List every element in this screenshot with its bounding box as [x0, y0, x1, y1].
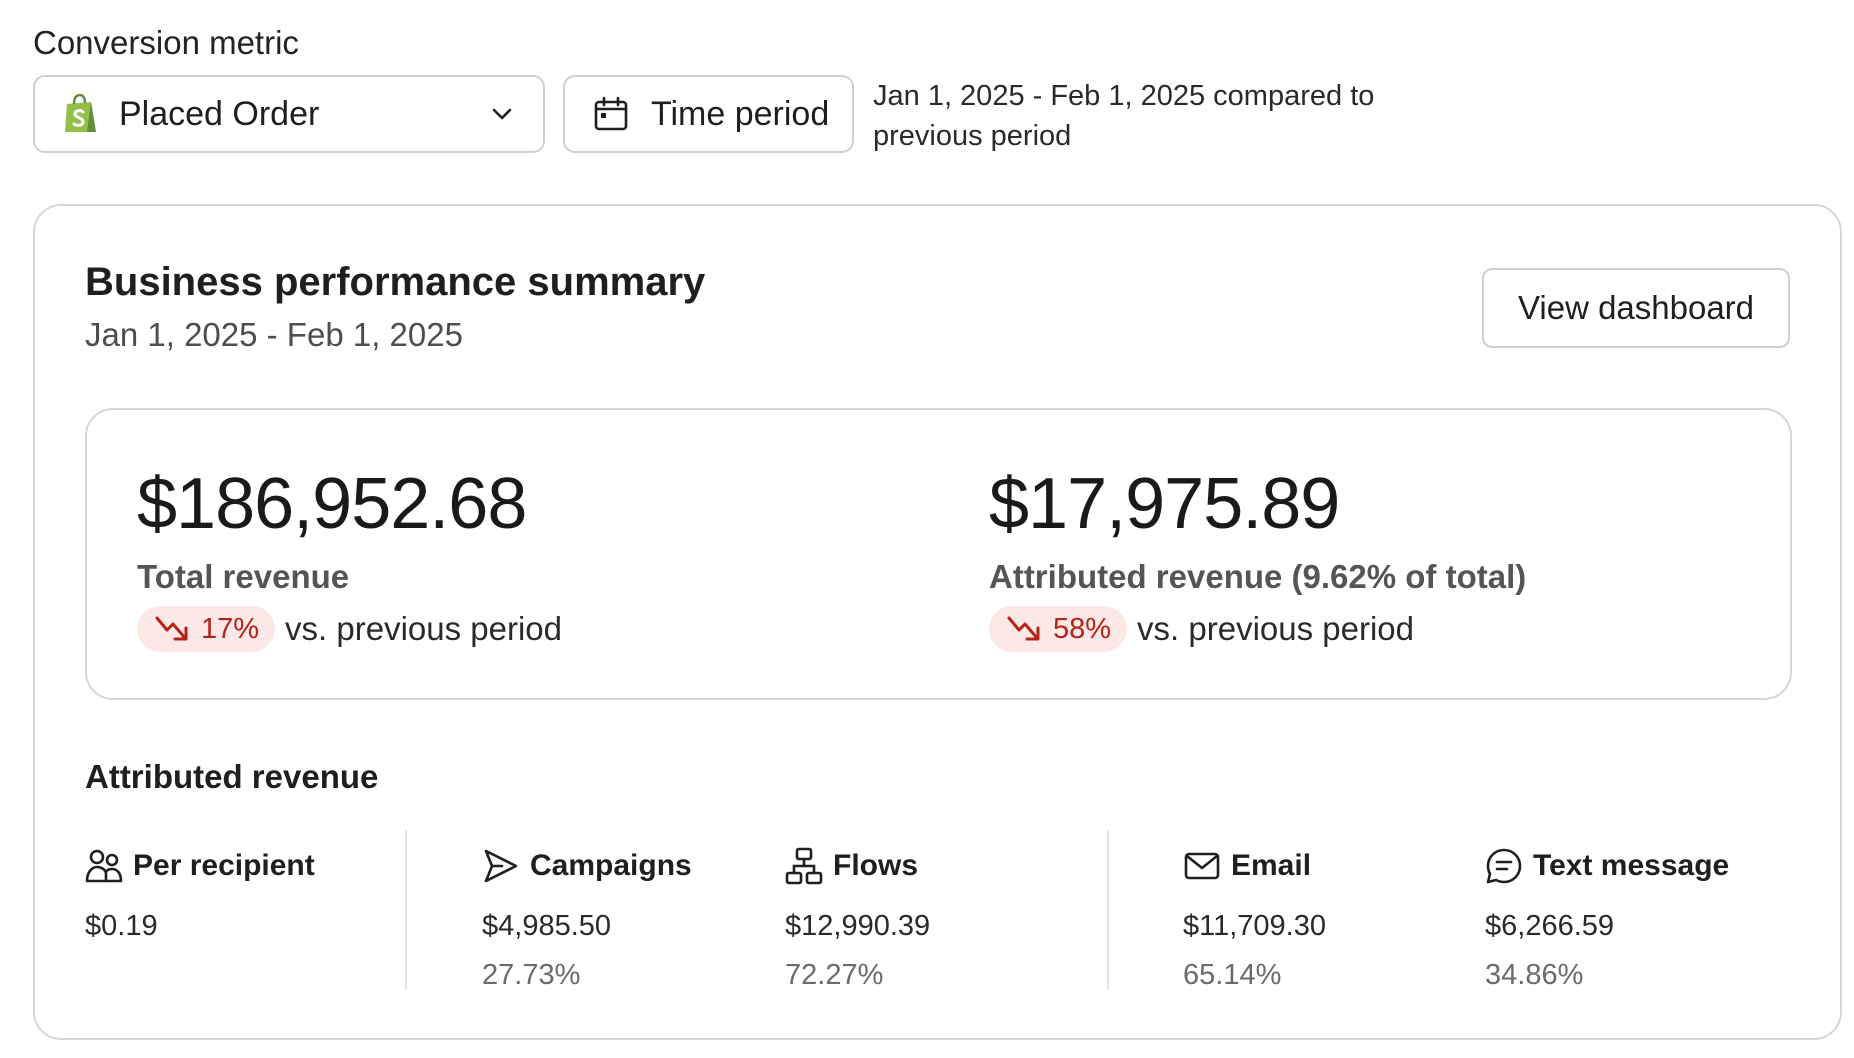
- change-value: 17%: [201, 612, 260, 645]
- people-icon: [85, 847, 123, 885]
- vs-previous-text: vs. previous period: [1137, 610, 1415, 647]
- change-badge: 17%: [137, 606, 276, 652]
- metric-value: $11,709.30: [1183, 910, 1326, 942]
- metric-value: $4,985.50: [482, 910, 612, 942]
- total-revenue-label: Total revenue: [137, 558, 350, 595]
- metric-label: Flows: [833, 849, 919, 882]
- metric-percent: 34.86%: [1485, 959, 1584, 991]
- metric-flows: Flows $12,990.39 72.27%: [785, 846, 930, 992]
- change-badge: 58%: [989, 606, 1128, 652]
- metric-label: Campaigns: [530, 849, 692, 882]
- time-period-label: Time period: [651, 94, 830, 133]
- trend-down-icon: [155, 614, 191, 644]
- metric-head: Text message: [1485, 846, 1729, 886]
- attributed-revenue-amount: $17,975.89: [989, 464, 1340, 544]
- summary-date-range: Jan 1, 2025 - Feb 1, 2025: [85, 316, 463, 353]
- trend-down-icon: [1007, 614, 1043, 644]
- metric-head: Campaigns: [482, 846, 692, 886]
- metric-value: $6,266.59: [1485, 910, 1615, 942]
- metric-value: $0.19: [85, 910, 158, 942]
- change-value: 58%: [1053, 612, 1112, 645]
- business-performance-card: Business performance summary Jan 1, 2025…: [33, 204, 1842, 1040]
- attributed-revenue-title: Attributed revenue: [85, 758, 379, 795]
- attributed-revenue-change: 58% vs. previous period: [989, 606, 1526, 652]
- period-description: Jan 1, 2025 - Feb 1, 2025 compared to pr…: [873, 80, 1375, 152]
- metric-divider: [405, 830, 407, 990]
- metric-head: Per recipient: [85, 846, 315, 886]
- attributed-revenue-label: Attributed revenue (9.62% of total): [989, 558, 1527, 595]
- metric-head: Email: [1183, 846, 1326, 886]
- total-revenue-change: 17% vs. previous period: [137, 606, 562, 652]
- summary-title: Business performance summary: [85, 260, 706, 304]
- time-period-button[interactable]: Time period: [563, 75, 854, 153]
- view-dashboard-button[interactable]: View dashboard: [1482, 268, 1790, 348]
- vs-previous-text: vs. previous period: [285, 610, 563, 647]
- chat-icon: [1485, 847, 1523, 885]
- chevron-down-icon: [491, 103, 513, 125]
- total-revenue-block: $186,952.68 Total revenue 17% vs. previo…: [137, 462, 562, 652]
- envelope-icon: [1183, 847, 1221, 885]
- metric-percent: 27.73%: [482, 959, 581, 991]
- metric-label: Per recipient: [133, 849, 315, 882]
- metric-campaigns: Campaigns $4,985.50 27.73%: [482, 846, 692, 992]
- metric-head: Flows: [785, 846, 930, 886]
- calendar-icon: [593, 96, 629, 132]
- conversion-metric-label: Conversion metric: [33, 24, 299, 61]
- metric-label: Email: [1231, 849, 1312, 882]
- metric-value: $12,990.39: [785, 910, 931, 942]
- conversion-metric-select[interactable]: Placed Order: [33, 75, 545, 153]
- revenue-summary-box: $186,952.68 Total revenue 17% vs. previo…: [85, 408, 1792, 700]
- metric-label: Text message: [1533, 849, 1730, 882]
- metric-percent: 72.27%: [785, 959, 884, 991]
- metric-per-recipient: Per recipient $0.19: [85, 846, 315, 943]
- metric-select-value: Placed Order: [119, 94, 320, 133]
- flows-icon: [785, 847, 823, 885]
- total-revenue-amount: $186,952.68: [137, 464, 527, 544]
- shopify-bag-icon: [63, 93, 99, 134]
- metric-divider: [1107, 830, 1109, 990]
- metric-email: Email $11,709.30 65.14%: [1183, 846, 1326, 992]
- metric-text-message: Text message $6,266.59 34.86%: [1485, 846, 1729, 992]
- send-icon: [482, 847, 520, 885]
- metric-percent: 65.14%: [1183, 959, 1282, 991]
- attributed-revenue-block: $17,975.89 Attributed revenue (9.62% of …: [989, 462, 1526, 652]
